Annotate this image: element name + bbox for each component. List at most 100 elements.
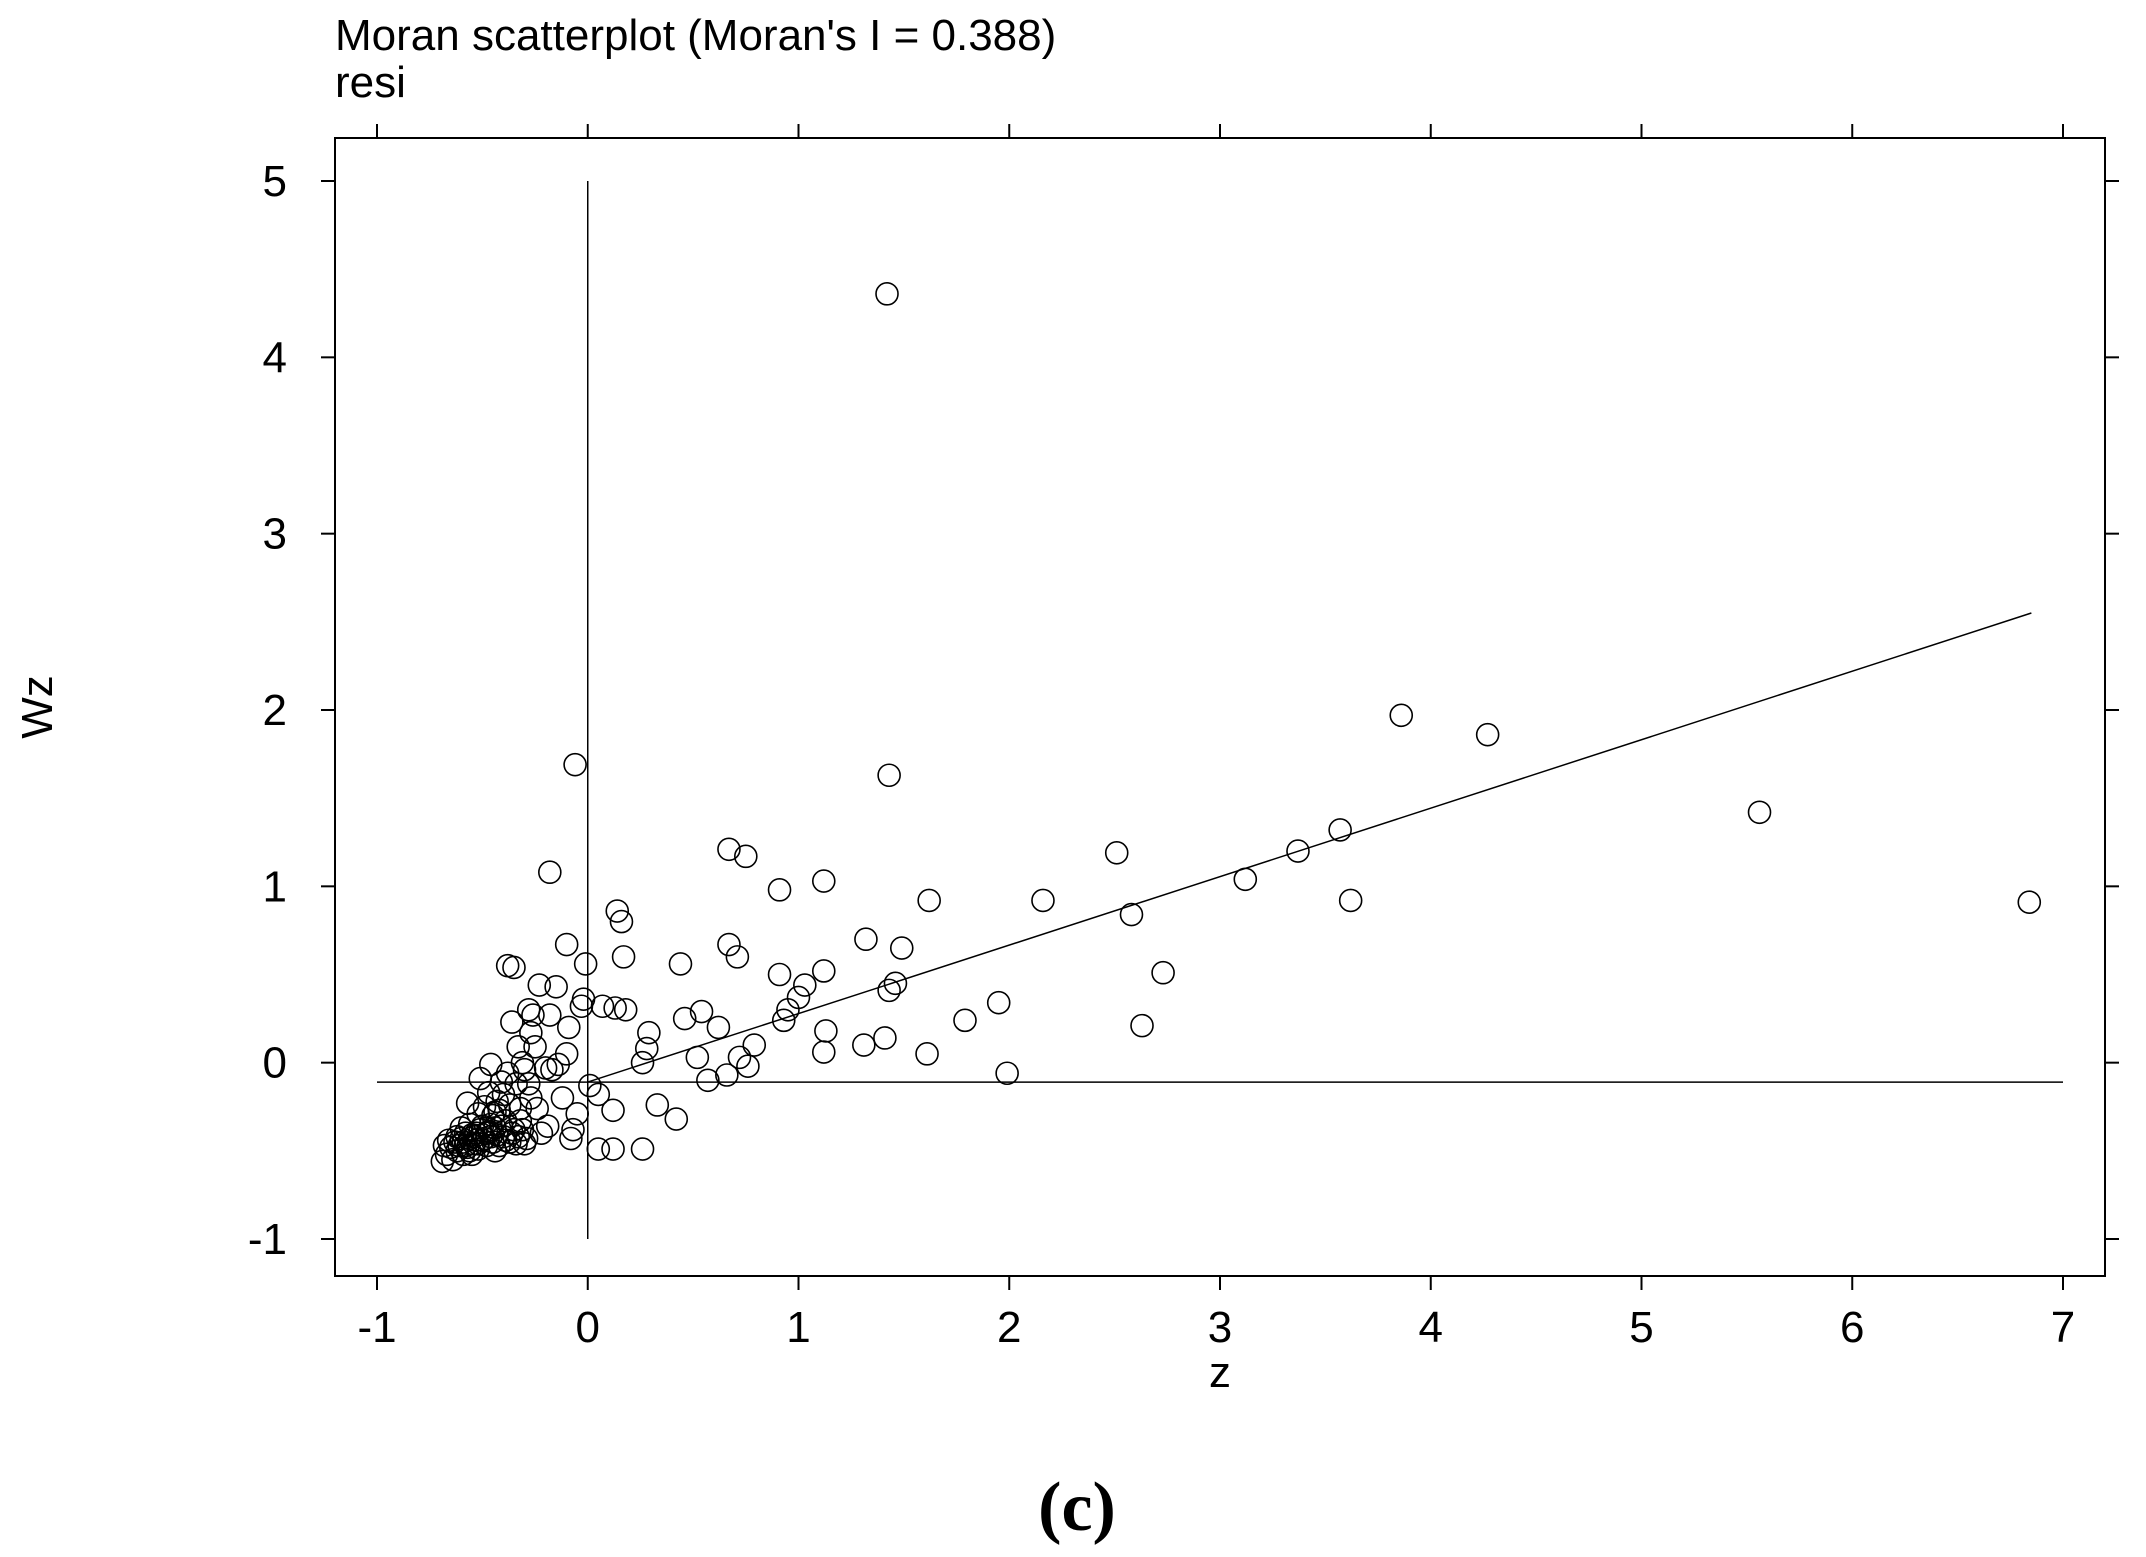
data-point <box>1475 722 1500 747</box>
data-point <box>495 953 520 978</box>
data-point <box>668 952 693 976</box>
data-point <box>521 1003 545 1027</box>
y-tick-label: 1 <box>263 862 287 911</box>
x-tick-label: 5 <box>1629 1303 1653 1352</box>
data-point <box>485 1089 509 1114</box>
data-point <box>483 1100 507 1124</box>
x-tick-label: 6 <box>1840 1303 1864 1352</box>
data-point <box>986 990 1011 1015</box>
chart-subtitle: resi <box>335 58 406 107</box>
data-point <box>609 909 634 934</box>
data-point <box>453 1133 478 1158</box>
data-point <box>637 1020 661 1045</box>
data-point <box>645 1093 670 1117</box>
data-point <box>852 1033 876 1057</box>
data-point <box>814 1019 838 1043</box>
data-point <box>1119 902 1144 927</box>
data-point <box>771 1008 796 1033</box>
data-point <box>605 899 630 923</box>
data-point <box>514 1126 539 1151</box>
data-point <box>601 1137 625 1161</box>
data-point <box>449 1126 474 1151</box>
data-point <box>715 1063 739 1087</box>
data-point <box>689 999 714 1024</box>
reference-lines <box>377 181 2063 1239</box>
data-point <box>500 1121 524 1145</box>
data-point <box>455 1091 480 1116</box>
data-point <box>1031 888 1055 913</box>
data-point <box>995 1061 1019 1086</box>
data-point <box>953 1008 977 1033</box>
x-axis-title: z <box>1209 1348 1231 1397</box>
data-point <box>634 1036 659 1061</box>
data-point <box>523 1034 547 1059</box>
data-point <box>554 932 579 957</box>
x-tick-label: 3 <box>1208 1303 1232 1352</box>
y-axis-title: Wz <box>13 675 62 739</box>
data-point <box>717 932 741 957</box>
data-point <box>889 936 914 960</box>
x-axis-ticks: -1 0 1 2 3 4 5 6 7 <box>357 124 2075 1352</box>
data-point <box>873 1026 897 1050</box>
data-point <box>516 997 541 1022</box>
data-point <box>504 1131 528 1156</box>
data-point <box>571 987 596 1011</box>
data-point <box>586 1137 611 1161</box>
data-point <box>479 1052 503 1077</box>
data-point <box>436 1128 461 1153</box>
data-point <box>696 1068 720 1093</box>
data-point <box>578 1073 602 1098</box>
x-tick-label: 1 <box>786 1303 810 1352</box>
data-point <box>811 959 836 983</box>
data-point <box>535 1114 560 1138</box>
data-point <box>472 1094 497 1119</box>
regression-line <box>587 612 2032 1083</box>
data-point <box>685 1045 710 1070</box>
x-tick-label: -1 <box>357 1303 396 1352</box>
data-point <box>776 997 800 1022</box>
data-point <box>519 1020 543 1045</box>
data-point <box>672 1006 697 1031</box>
data-point <box>434 1142 459 1167</box>
data-point <box>462 1124 486 1149</box>
data-point <box>544 975 568 999</box>
data-point <box>1747 800 1772 825</box>
data-point <box>1286 839 1310 863</box>
data-point <box>717 837 741 862</box>
data-point <box>430 1149 455 1174</box>
data-point <box>538 1003 562 1027</box>
data-point <box>793 973 817 997</box>
regression-line-group <box>587 612 2032 1083</box>
data-point <box>559 1126 583 1151</box>
data-point <box>563 752 587 777</box>
data-point <box>613 997 638 1022</box>
y-tick-label: -1 <box>248 1215 287 1264</box>
data-point <box>811 1040 836 1064</box>
data-point <box>630 1137 655 1161</box>
y-tick-label: 5 <box>263 157 287 206</box>
data-point <box>506 1034 531 1059</box>
data-point <box>527 973 552 997</box>
y-tick-label: 2 <box>263 686 287 735</box>
data-point <box>432 1133 457 1158</box>
data-point <box>2017 890 2042 915</box>
data-point <box>1328 818 1352 842</box>
chart-title: Moran scatterplot (Moran's I = 0.388) <box>335 11 1056 60</box>
x-tick-label: 4 <box>1419 1303 1443 1352</box>
data-point <box>1104 841 1129 865</box>
data-point <box>529 1121 554 1145</box>
data-point <box>500 1010 524 1034</box>
data-point <box>917 888 941 913</box>
y-tick-label: 4 <box>263 333 287 382</box>
data-point <box>573 952 598 976</box>
data-point <box>516 1072 541 1096</box>
data-point <box>546 1052 571 1077</box>
data-point <box>457 1139 482 1163</box>
x-tick-label: 0 <box>576 1303 600 1352</box>
data-point <box>510 1050 535 1075</box>
data-point <box>550 1086 575 1110</box>
data-point <box>611 945 636 969</box>
data-point <box>742 1033 767 1057</box>
data-point <box>875 282 899 306</box>
